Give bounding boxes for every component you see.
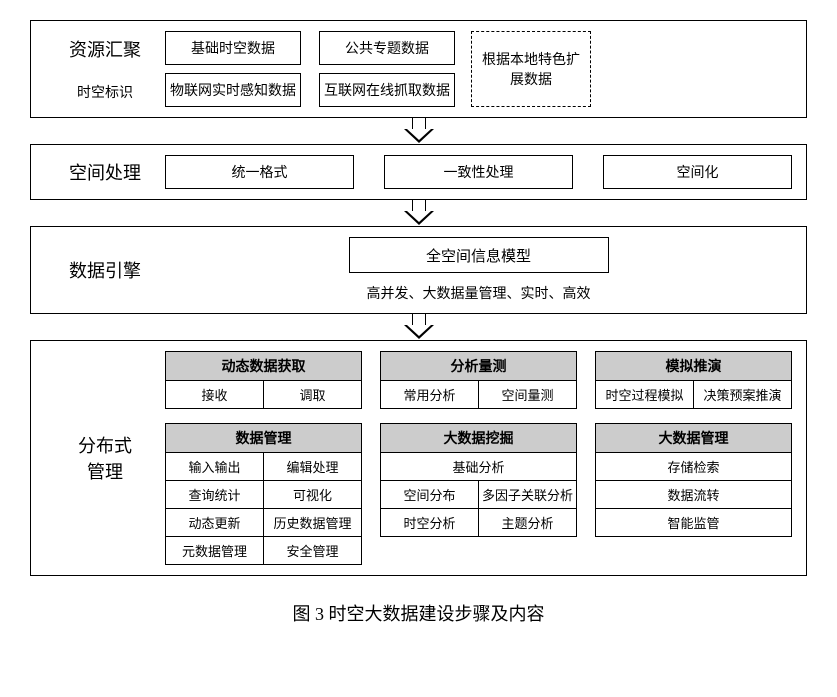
arrow-1: [30, 118, 807, 144]
c: 决策预案推演: [693, 381, 791, 408]
c: 动态更新: [166, 509, 263, 536]
l4-col1: 动态数据获取 接收 调取 数据管理 输入输出编辑处理 查询统计可视化 动态更新历…: [165, 351, 362, 565]
l1-box-3: 互联网在线抓取数据: [319, 73, 455, 107]
l1-box-1: 公共专题数据: [319, 31, 455, 65]
tbl-analysis-measure: 分析量测 常用分析 空间量测: [380, 351, 577, 409]
tbl-dynamic-acquire: 动态数据获取 接收 调取: [165, 351, 362, 409]
hdr: 数据管理: [166, 424, 361, 453]
c: 基础分析: [381, 453, 576, 480]
layer3-label: 数据引擎: [45, 257, 165, 283]
hdr: 模拟推演: [596, 352, 791, 381]
layer1-subtitle: 时空标识: [77, 82, 133, 102]
layer-distributed-management: 分布式 管理 动态数据获取 接收 调取 数据管理 输入输出编辑处理 查询统计可视…: [30, 340, 807, 576]
c: 查询统计: [166, 481, 263, 508]
c: 数据流转: [596, 481, 791, 508]
layer-spatial-processing: 空间处理 统一格式 一致性处理 空间化: [30, 144, 807, 200]
c: 历史数据管理: [263, 509, 361, 536]
c: 时空过程模拟: [596, 381, 693, 408]
tbl-data-manage: 数据管理 输入输出编辑处理 查询统计可视化 动态更新历史数据管理 元数据管理安全…: [165, 423, 362, 565]
arrow-3: [30, 314, 807, 340]
layer2-title: 空间处理: [69, 159, 141, 185]
c: 接收: [166, 381, 263, 408]
l1-box-0: 基础时空数据: [165, 31, 301, 65]
l1-dashed: 根据本地特色扩展数据: [471, 31, 591, 107]
c: 编辑处理: [263, 453, 361, 480]
tbl-bigdata-manage: 大数据管理 存储检索 数据流转 智能监管: [595, 423, 792, 537]
layer2-label: 空间处理: [45, 159, 165, 185]
c: 输入输出: [166, 453, 263, 480]
l4-col2: 分析量测 常用分析 空间量测 大数据挖掘 基础分析 空间分布多因子关联分析 时空…: [380, 351, 577, 565]
l2-box-2: 空间化: [603, 155, 792, 189]
layer3-title: 数据引擎: [69, 257, 141, 283]
layer1-title: 资源汇聚: [69, 36, 141, 62]
l3-model: 全空间信息模型: [349, 237, 609, 273]
c: 空间量测: [478, 381, 576, 408]
arrow-2: [30, 200, 807, 226]
c: 空间分布: [381, 481, 478, 508]
c: 调取: [263, 381, 361, 408]
tbl-simulation: 模拟推演 时空过程模拟 决策预案推演: [595, 351, 792, 409]
layer1-grid: 基础时空数据 公共专题数据 物联网实时感知数据 互联网在线抓取数据: [165, 31, 455, 107]
c: 智能监管: [596, 509, 791, 536]
c: 元数据管理: [166, 537, 263, 564]
c: 主题分析: [478, 509, 576, 536]
l2-box-1: 一致性处理: [384, 155, 573, 189]
c: 时空分析: [381, 509, 478, 536]
l2-box-0: 统一格式: [165, 155, 354, 189]
layer-resource-aggregation: 资源汇聚 时空标识 基础时空数据 公共专题数据 物联网实时感知数据 互联网在线抓…: [30, 20, 807, 118]
l4-col3: 模拟推演 时空过程模拟 决策预案推演 大数据管理 存储检索 数据流转 智能监管: [595, 351, 792, 565]
c: 存储检索: [596, 453, 791, 480]
layer4-label: 分布式 管理: [45, 432, 165, 484]
layer1-label: 资源汇聚 时空标识: [45, 36, 165, 102]
figure-caption: 图 3 时空大数据建设步骤及内容: [30, 600, 807, 626]
c: 常用分析: [381, 381, 478, 408]
hdr: 动态数据获取: [166, 352, 361, 381]
hdr: 分析量测: [381, 352, 576, 381]
c: 多因子关联分析: [478, 481, 576, 508]
c: 可视化: [263, 481, 361, 508]
layer2-row: 统一格式 一致性处理 空间化: [165, 155, 792, 189]
c: 安全管理: [263, 537, 361, 564]
l3-desc: 高并发、大数据量管理、实时、高效: [367, 283, 591, 303]
hdr: 大数据管理: [596, 424, 791, 453]
l1-box-2: 物联网实时感知数据: [165, 73, 301, 107]
hdr: 大数据挖掘: [381, 424, 576, 453]
layer4-title: 分布式 管理: [78, 432, 132, 484]
tbl-bigdata-mining: 大数据挖掘 基础分析 空间分布多因子关联分析 时空分析主题分析: [380, 423, 577, 537]
layer-data-engine: 数据引擎 全空间信息模型 高并发、大数据量管理、实时、高效: [30, 226, 807, 314]
